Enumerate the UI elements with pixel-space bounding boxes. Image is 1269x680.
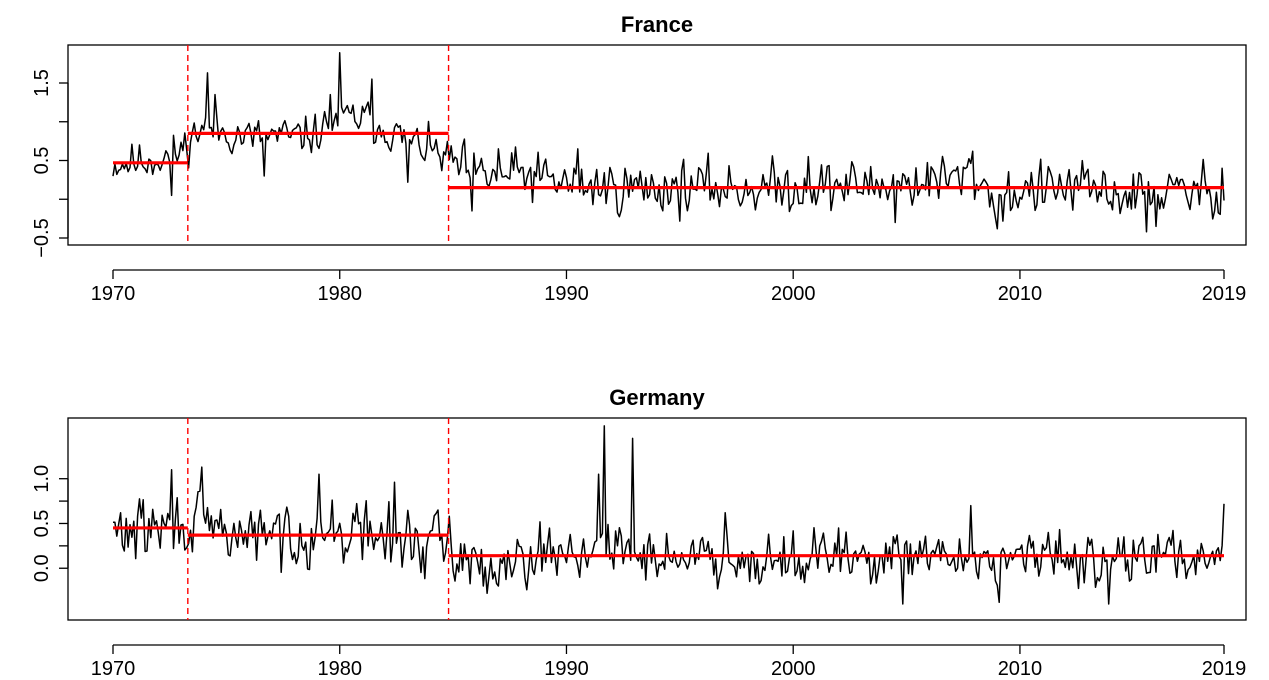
y-tick-label: 0.5 [31,147,53,175]
x-tick-label: 1980 [317,283,362,305]
y-tick-label: 1.0 [31,465,53,493]
y-tick-label: 0.0 [31,554,53,582]
series-line [112,52,1225,233]
chart-title: Germany [609,385,705,410]
x-tick-label: 1970 [91,658,136,680]
x-tick-label: 1990 [544,658,589,680]
y-tick-label: −0.5 [31,218,53,257]
y-tick-label: 1.5 [31,69,53,97]
x-tick-label: 1980 [317,658,362,680]
panel-germany: Germany 1970 1980 1990 2000 2010 2019 0.0 0.5 1.0 [31,385,1247,680]
x-tick-label: 2000 [771,658,816,680]
x-tick-label: 2010 [998,658,1043,680]
x-tick-label: 2000 [771,283,816,305]
x-tick-label: 2019 [1202,658,1247,680]
chart-title: France [621,12,693,37]
x-tick-label: 2019 [1202,283,1247,305]
plot-frame [67,417,1247,621]
panel-france: France 1970 1980 1990 2000 2010 2019 −0.5 0.5 1.5 [31,12,1247,305]
x-tick-label: 2010 [998,283,1043,305]
series-line [113,425,1225,605]
y-tick-label: 0.5 [31,510,53,538]
plot-frame [67,44,1247,246]
x-tick-label: 1970 [91,283,136,305]
x-tick-label: 1990 [544,283,589,305]
